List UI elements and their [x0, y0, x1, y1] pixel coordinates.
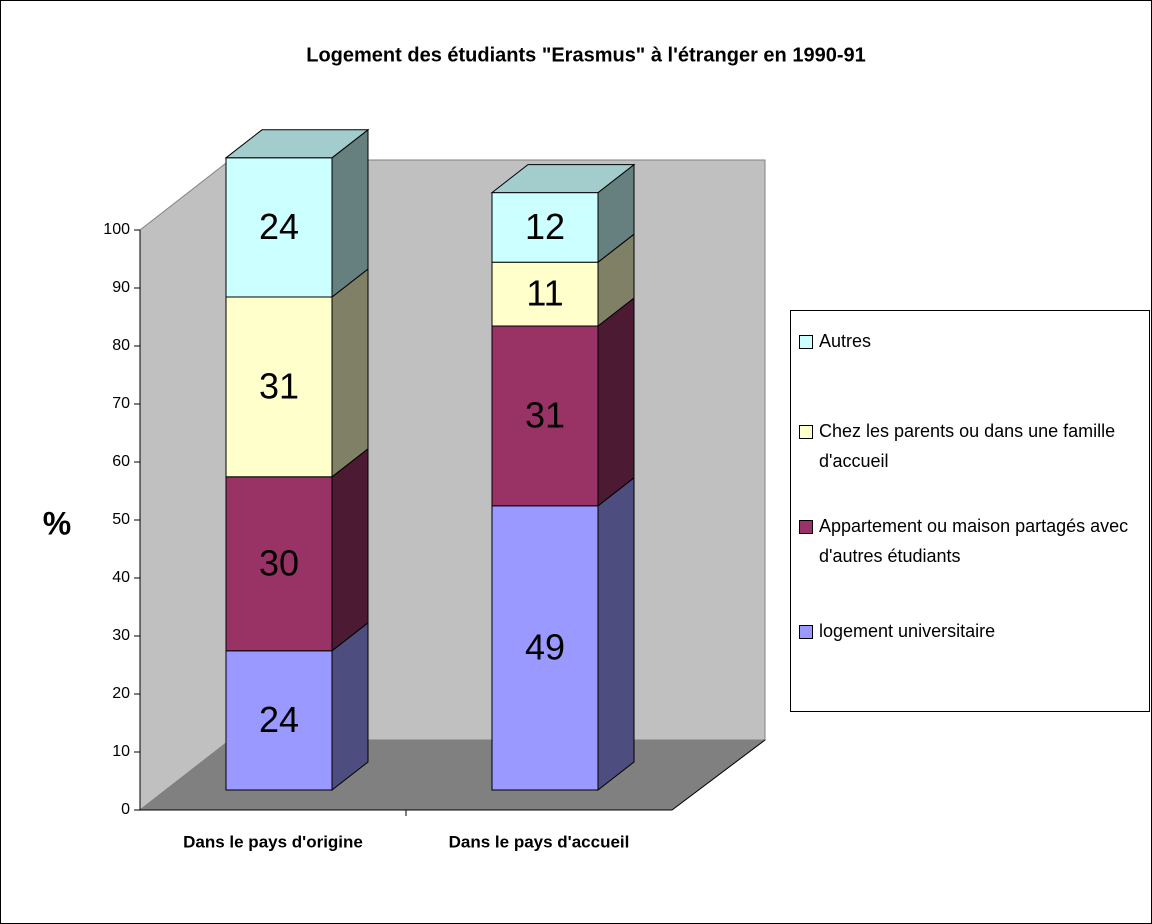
chart-title: Logement des étudiants "Erasmus" à l'étr… [306, 44, 865, 66]
bar-side [331, 447, 369, 652]
legend-label: Appartement ou maison partagés avec d'au… [819, 516, 1129, 566]
bar-segment [491, 261, 599, 327]
data-label: 31 [525, 394, 565, 435]
y-tick-label: 30 [112, 627, 130, 644]
legend: Autres Chez les parents ou dans une famil… [790, 310, 1150, 712]
bar-side [597, 476, 635, 792]
y-tick-label: 40 [112, 569, 130, 586]
legend-swatch [799, 425, 813, 439]
legend-item: Chez les parents ou dans une famille d'a… [799, 416, 1144, 476]
y-tick-label: 20 [112, 685, 130, 702]
y-tick-label: 70 [112, 395, 130, 412]
legend-item: Appartement ou maison partagés avec d'au… [799, 511, 1144, 571]
legend-swatch [799, 625, 813, 639]
legend-label: Autres [819, 331, 872, 351]
side-wall [139, 158, 231, 812]
floor-edge [671, 739, 766, 811]
y-tick-label: 100 [103, 221, 130, 238]
y-tick-label: 10 [112, 743, 130, 760]
data-label: 24 [259, 206, 299, 247]
data-label: 30 [259, 542, 299, 583]
x-tick-label: Dans le pays d'accueil [449, 832, 630, 851]
bar-side [331, 621, 369, 792]
legend-swatch [799, 520, 813, 534]
y-axis-label: % [43, 505, 71, 541]
data-label: 12 [525, 206, 565, 247]
y-tick-label: 0 [121, 801, 130, 818]
bar-top [224, 129, 370, 159]
bar-side [331, 128, 369, 299]
x-tick-label: Dans le pays d'origine [183, 832, 363, 851]
legend-item: logement universitaire [799, 616, 1144, 646]
y-tick-label: 80 [112, 337, 130, 354]
bar-segment [225, 650, 333, 791]
legend-swatch [799, 335, 813, 349]
bar-segment [225, 157, 333, 298]
bar-segment [491, 505, 599, 791]
y-tick-label: 50 [112, 511, 130, 528]
data-label: 11 [526, 273, 563, 314]
bar-segment [491, 192, 599, 263]
bar-segment [225, 476, 333, 652]
legend-label: logement universitaire [819, 621, 996, 641]
bar-side [597, 296, 635, 507]
bar-segment [491, 325, 599, 507]
legend-item: Autres [799, 326, 1144, 356]
bar-side [331, 267, 369, 478]
legend-label: Chez les parents ou dans une famille d'a… [819, 421, 1116, 471]
y-tick-label: 60 [112, 453, 130, 470]
bar-top [490, 164, 636, 194]
y-tick-label: 90 [112, 279, 130, 296]
data-label: 24 [259, 699, 299, 740]
data-label: 49 [525, 626, 565, 667]
data-label: 31 [259, 365, 299, 406]
